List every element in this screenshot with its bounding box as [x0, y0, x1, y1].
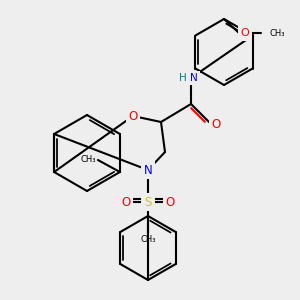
Text: S: S — [144, 196, 152, 208]
Text: O: O — [128, 110, 138, 122]
Text: CH₃: CH₃ — [140, 236, 156, 244]
Text: O: O — [165, 196, 175, 208]
Text: O: O — [241, 28, 249, 38]
Text: CH₃: CH₃ — [269, 28, 284, 38]
Text: CH₃: CH₃ — [80, 155, 96, 164]
Text: O: O — [122, 196, 130, 208]
Text: N: N — [190, 73, 198, 83]
Text: H: H — [179, 73, 187, 83]
Text: O: O — [212, 118, 220, 130]
Text: N: N — [144, 164, 152, 176]
